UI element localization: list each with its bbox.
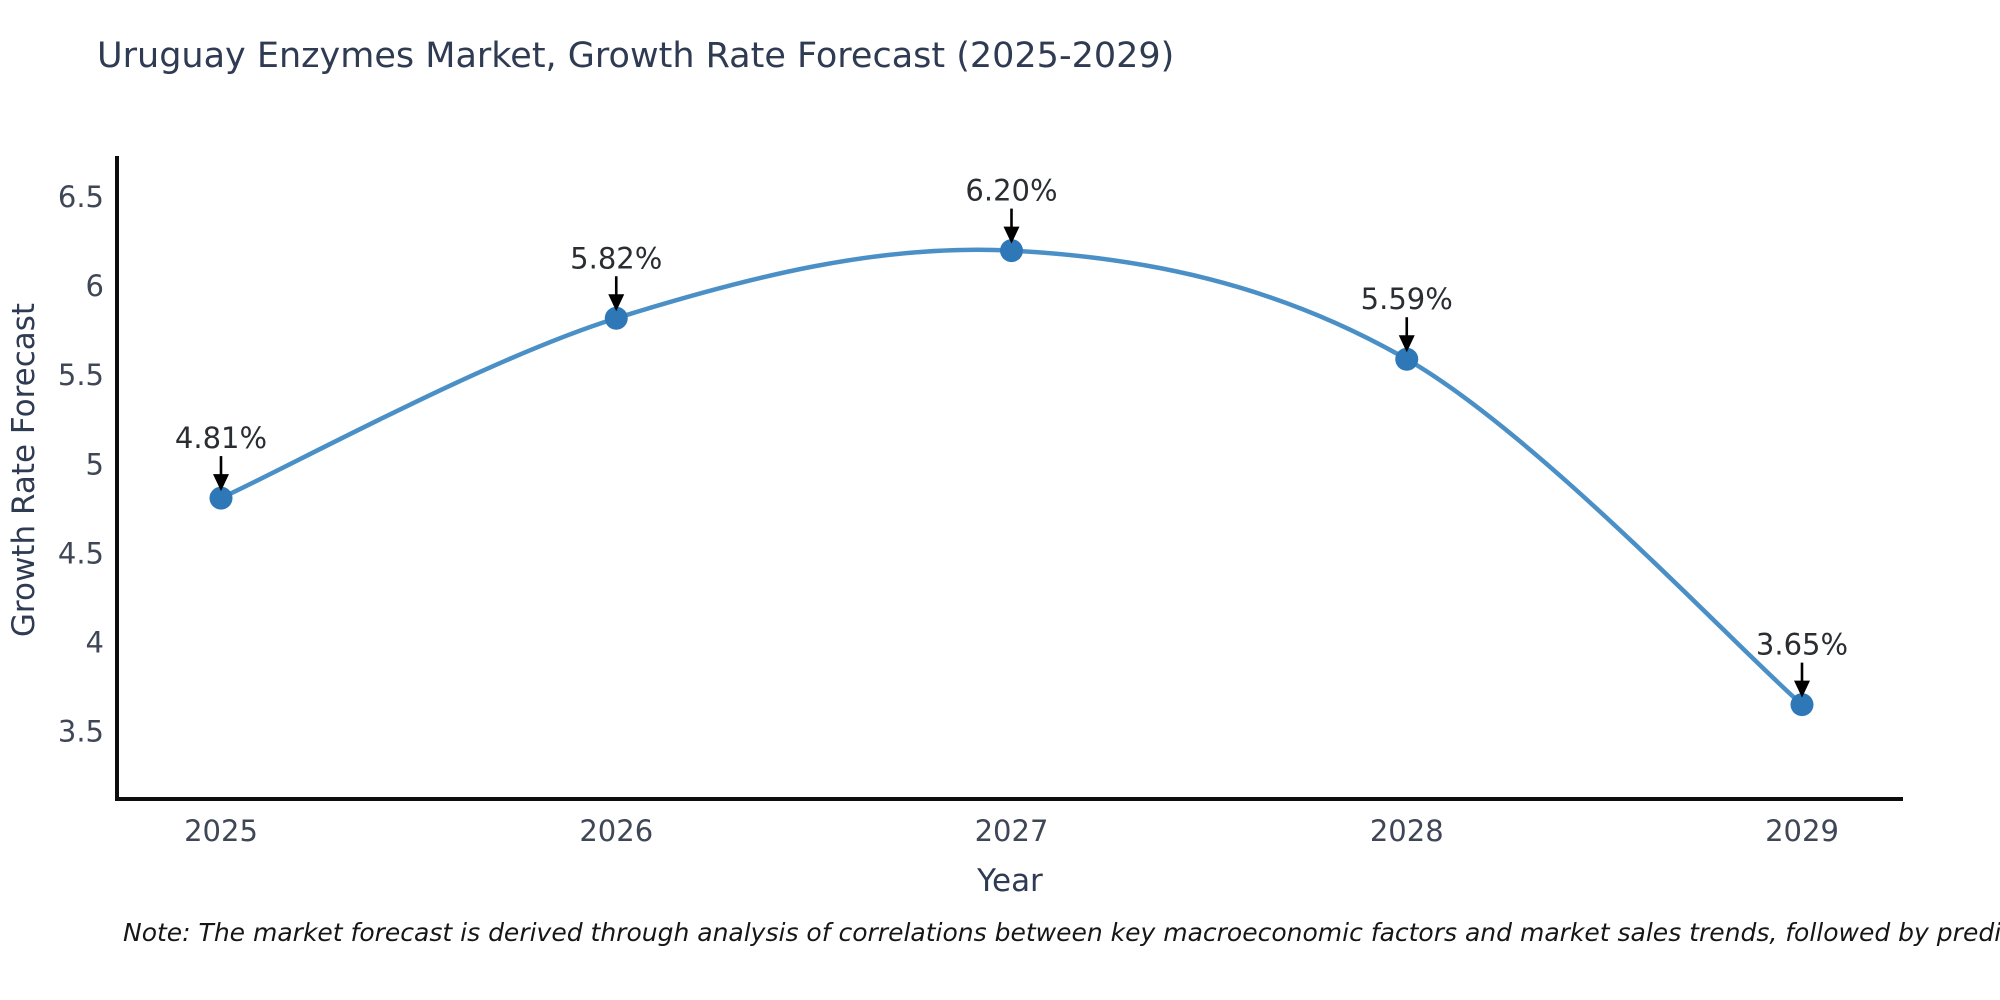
- annotation-arrowhead: [213, 474, 229, 492]
- x-tick-label: 2029: [1765, 814, 1839, 848]
- line-chart-plot: 6.5 6 5.5 5 4.5 4 3.5 2025 2026 2027 2028 2029 Growt…: [6, 156, 1903, 899]
- y-tick-label: 6.5: [58, 180, 104, 214]
- chart-title: Uruguay Enzymes Market, Growth Rate Fore…: [97, 36, 1175, 76]
- footnote: Note: The market forecast is derived thr…: [123, 918, 2000, 947]
- x-tick-label: 2028: [1370, 814, 1444, 848]
- annotation-arrowhead: [1003, 226, 1020, 244]
- annotation-label: 5.59%: [1361, 282, 1453, 316]
- y-tick-label: 6: [86, 269, 104, 303]
- y-tick-label: 3.5: [58, 714, 104, 748]
- y-tick-label: 5.5: [58, 358, 104, 392]
- annotation-arrowhead: [608, 294, 625, 312]
- annotation-arrowhead: [1794, 680, 1810, 698]
- data-point: [1000, 239, 1023, 263]
- x-axis-title: Year: [976, 863, 1043, 899]
- data-point: [604, 306, 628, 330]
- annotation-arrowhead: [1398, 335, 1415, 353]
- annotation-label: 4.81%: [175, 421, 267, 455]
- data-point: [209, 486, 233, 510]
- trend-line: [218, 247, 1805, 707]
- y-axis-title: Growth Rate Forecast: [6, 303, 42, 637]
- annotation-label: 3.65%: [1756, 628, 1848, 662]
- annotation-label: 5.82%: [570, 241, 662, 275]
- y-tick-label: 5: [86, 447, 104, 481]
- data-point: [1395, 347, 1419, 371]
- x-tick-label: 2026: [579, 814, 653, 848]
- annotation-label: 6.20%: [965, 174, 1057, 208]
- y-tick-label: 4: [86, 625, 104, 659]
- y-tick-label: 4.5: [58, 536, 104, 570]
- data-point: [1790, 693, 1814, 717]
- x-tick-label: 2025: [184, 814, 258, 848]
- x-tick-label: 2027: [975, 814, 1049, 848]
